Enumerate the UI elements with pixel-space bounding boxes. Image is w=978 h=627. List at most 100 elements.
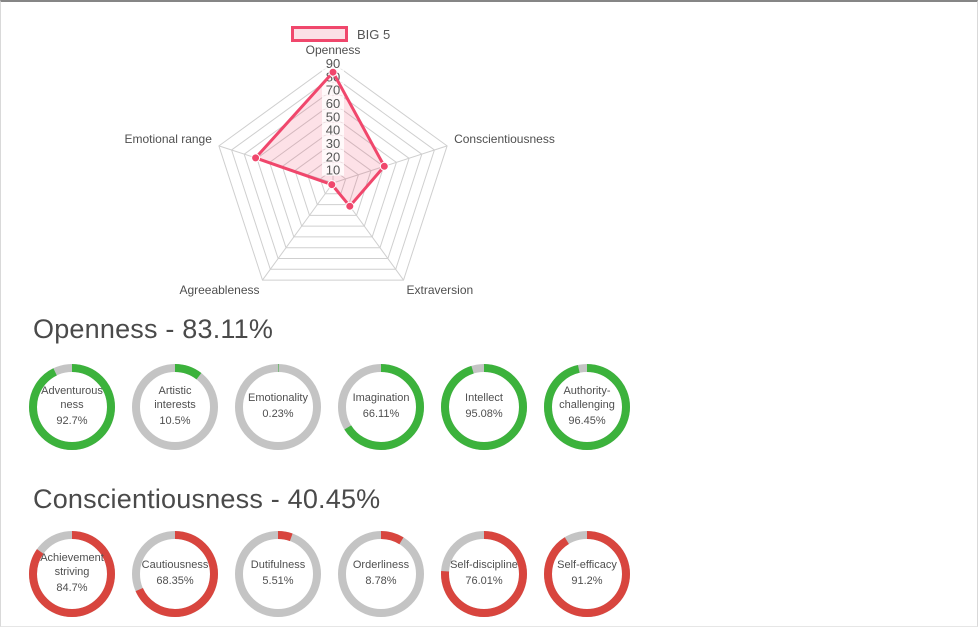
- trait-label: Self-discipline: [450, 559, 518, 573]
- trait-ring: [132, 364, 218, 450]
- trait-ring: [235, 364, 321, 450]
- trait-label: Intellect: [465, 392, 503, 406]
- trait-card: Achievement striving 84.7%: [29, 531, 115, 617]
- trait-text: Artistic interests 10.5%: [136, 368, 214, 446]
- trait-ring-progress: [544, 531, 630, 617]
- radar-data-point: [379, 161, 389, 171]
- radar-tick-label: 60: [326, 96, 340, 111]
- trait-label-line: ness: [60, 399, 84, 412]
- trait-card: Emotionality 0.23%: [235, 364, 321, 450]
- trait-percentage: 10.5%: [159, 414, 191, 427]
- radar-data-fill: [255, 72, 385, 207]
- trait-ring-progress: [544, 364, 630, 450]
- trait-label-line: Imagination: [352, 392, 410, 405]
- trait-card: Artistic interests 10.5%: [132, 364, 218, 450]
- radar-axis-label-emotional-range: Emotional range: [125, 132, 213, 146]
- radar-axis-line: [332, 145, 448, 184]
- radar-grid-ring: [294, 142, 372, 216]
- radar-tick-backdrop: [322, 109, 344, 123]
- trait-ring-progress: [441, 364, 527, 450]
- trait-label: Orderliness: [353, 559, 409, 573]
- radar-grid-ring: [281, 129, 385, 227]
- trait-label: Dutifulness: [251, 559, 305, 573]
- trait-percentage: 91.2%: [571, 575, 603, 587]
- radar-axis-label-openness: Openness: [306, 43, 361, 57]
- radar-axis-label-agreeableness: Agreeableness: [179, 283, 259, 297]
- trait-percentage: 76.01%: [465, 575, 503, 587]
- big5-radar-chart: 102030405060708090OpennessConscientiousn…: [125, 43, 555, 297]
- trait-label: Artistic interests: [154, 385, 196, 413]
- trait-percentage: 66.11%: [362, 408, 400, 420]
- trait-percentage: 84.7%: [56, 581, 88, 594]
- trait-label-line: Self-efficacy: [557, 559, 617, 572]
- radar-data-point: [345, 201, 355, 211]
- radar-tick-label: 10: [326, 163, 340, 178]
- trait-card: Intellect 95.08%: [441, 364, 527, 450]
- trait-label-line: striving: [54, 566, 90, 579]
- trait-ring-progress: [29, 364, 115, 450]
- trait-text: Dutifulness 5.51%: [239, 535, 317, 613]
- trait-text: Emotionality 0.23%: [239, 368, 317, 446]
- trait-percentage: 5.51%: [262, 575, 294, 587]
- trait-ring: [338, 531, 424, 617]
- radar-grid-ring: [256, 102, 410, 249]
- trait-ring: [441, 364, 527, 450]
- section-title-0: Openness - 83.11%: [33, 314, 274, 344]
- radar-tick-label: 40: [326, 123, 340, 138]
- trait-card: Self-efficacy 91.2%: [544, 531, 630, 617]
- radar-grid-ring: [307, 155, 359, 206]
- trait-percentage: 96.45%: [568, 414, 606, 427]
- trait-label: Achievement striving: [40, 552, 104, 580]
- trait-text: Achievement striving 84.7%: [33, 535, 111, 613]
- trait-label-line: interests: [154, 399, 196, 412]
- radar-tick-backdrop: [322, 149, 344, 163]
- radar-tick-backdrop: [322, 162, 344, 176]
- chart-legend[interactable]: BIG 5: [291, 26, 390, 42]
- trait-label-line: Self-discipline: [450, 559, 518, 572]
- trait-card: Adventurous ness 92.7%: [29, 364, 115, 450]
- radar-tick-label: 70: [326, 83, 340, 98]
- trait-label-line: Emotionality: [248, 392, 308, 405]
- trait-ring-progress: [132, 531, 218, 617]
- trait-ring: [338, 364, 424, 450]
- trait-ring-progress: [441, 531, 527, 617]
- trait-ring-progress: [338, 364, 424, 450]
- radar-data-point: [251, 153, 261, 163]
- trait-card: Cautiousness 68.35%: [132, 531, 218, 617]
- trait-card: Orderliness 8.78%: [338, 531, 424, 617]
- trait-label: Self-efficacy: [557, 559, 617, 573]
- trait-label: Adventurous ness: [41, 385, 103, 413]
- trait-label-line: Dutifulness: [250, 559, 306, 572]
- radar-axis-label-extraversion: Extraversion: [407, 283, 474, 297]
- radar-grid-ring: [231, 75, 435, 270]
- section-title-1: Conscientiousness - 40.45%: [33, 484, 381, 514]
- trait-percentage: 0.23%: [262, 408, 294, 420]
- legend-swatch: [291, 26, 348, 42]
- radar-grid-ring: [218, 62, 448, 281]
- trait-text: Adventurous ness 92.7%: [33, 368, 111, 446]
- trait-ring-progress: [235, 531, 321, 617]
- trait-percentage: 95.08%: [465, 408, 503, 420]
- radar-data-point: [327, 180, 337, 190]
- radar-tick-backdrop: [322, 56, 344, 69]
- radar-axis-line: [262, 182, 334, 281]
- trait-label-line: Artistic: [158, 385, 192, 398]
- trait-card: Authority-challenging 96.45%: [544, 364, 630, 450]
- trait-label: Imagination: [353, 392, 410, 406]
- trait-label-line: Adventurous: [41, 385, 103, 398]
- trait-percentage: 92.7%: [56, 414, 88, 427]
- trait-ring: [544, 531, 630, 617]
- trait-ring-progress: [235, 364, 321, 450]
- trait-label-line: Authority-: [563, 385, 611, 398]
- trait-card: Self-discipline 76.01%: [441, 531, 527, 617]
- trait-ring: [235, 531, 321, 617]
- trait-ring: [544, 364, 630, 450]
- trait-text: Intellect 95.08%: [445, 368, 523, 446]
- radar-grid-ring: [319, 169, 347, 195]
- trait-label-line: Achievement: [40, 552, 104, 565]
- trait-label-line: Orderliness: [352, 559, 410, 572]
- trait-label: Emotionality: [248, 392, 308, 406]
- radar-tick-backdrop: [322, 96, 344, 109]
- trait-ring: [132, 531, 218, 617]
